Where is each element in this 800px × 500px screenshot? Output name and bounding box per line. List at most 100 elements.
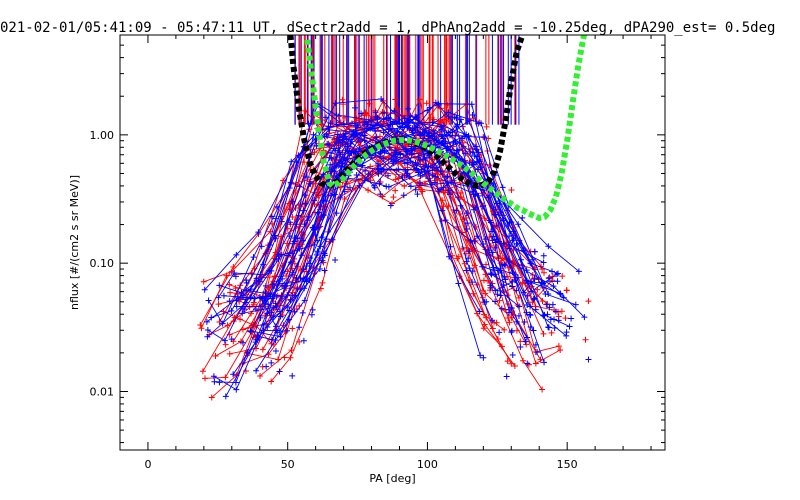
- flux-point-marker: [289, 198, 296, 205]
- flux-point-marker: [300, 337, 307, 344]
- flux-point-marker: [232, 379, 239, 386]
- flux-point-marker: [401, 183, 408, 190]
- flux-point-marker: [353, 130, 360, 137]
- flux-point-marker: [429, 172, 436, 179]
- flux-point-marker: [408, 151, 415, 158]
- flux-point-marker: [197, 322, 204, 329]
- flux-point-marker: [492, 244, 499, 251]
- flux-point-marker: [226, 298, 233, 305]
- flux-trace: [242, 117, 481, 356]
- flux-point-marker: [278, 293, 285, 300]
- flux-point-marker: [291, 238, 298, 245]
- flux-point-marker: [421, 180, 428, 187]
- flux-point-marker: [222, 393, 229, 400]
- flux-point-marker: [231, 270, 238, 277]
- flux-point-marker: [488, 219, 495, 226]
- flux-point-marker: [201, 375, 208, 382]
- flux-point-marker: [543, 301, 550, 308]
- flux-point-marker: [501, 326, 508, 333]
- flux-point-marker: [435, 137, 442, 144]
- flux-point-marker: [489, 249, 496, 256]
- flux-point-marker: [540, 252, 547, 259]
- flux-trace: [236, 122, 544, 307]
- flux-point-marker: [283, 327, 290, 334]
- flux-point-marker: [380, 155, 387, 162]
- flux-point-marker: [563, 287, 570, 294]
- flux-point-marker: [335, 139, 342, 146]
- flux-point-marker: [485, 194, 492, 201]
- flux-point-marker: [376, 158, 383, 165]
- flux-point-marker: [257, 271, 264, 278]
- flux-point-marker: [319, 279, 326, 286]
- flux-point-marker: [463, 225, 470, 232]
- flux-point-marker: [464, 236, 471, 243]
- flux-point-marker: [418, 166, 425, 173]
- flux-point-marker: [284, 291, 291, 298]
- flux-point-marker: [215, 301, 222, 308]
- flux-trace: [211, 117, 520, 318]
- flux-point-marker: [454, 255, 461, 262]
- flux-traces: [197, 95, 592, 401]
- flux-point-marker: [239, 339, 246, 346]
- flux-point-marker: [313, 251, 320, 258]
- flux-point-marker: [489, 325, 496, 332]
- flux-point-marker: [335, 162, 342, 169]
- flux-point-marker: [289, 372, 296, 379]
- flux-point-marker: [268, 267, 275, 274]
- flux-point-marker: [332, 257, 339, 264]
- flux-point-marker: [272, 235, 279, 242]
- flux-point-marker: [553, 271, 560, 278]
- flux-point-marker: [263, 363, 270, 370]
- flux-point-marker: [429, 164, 436, 171]
- flux-point-marker: [471, 152, 478, 159]
- flux-point-marker: [255, 229, 262, 236]
- flux-point-marker: [477, 352, 484, 359]
- flux-point-marker: [371, 184, 378, 191]
- flux-point-marker: [200, 278, 207, 285]
- flux-point-marker: [500, 240, 507, 247]
- flux-point-marker: [560, 294, 567, 301]
- flux-point-marker: [508, 186, 515, 193]
- flux-point-marker: [393, 158, 400, 165]
- flux-point-marker: [299, 309, 306, 316]
- flux-point-marker: [326, 126, 333, 133]
- flux-point-marker: [336, 149, 343, 156]
- axis-ticks: 0 50 100 150 0.01 0.10 1.00: [90, 34, 665, 471]
- flux-point-marker: [417, 173, 424, 180]
- flux-point-marker: [413, 165, 420, 172]
- flux-point-marker: [267, 293, 274, 300]
- flux-point-marker: [409, 127, 416, 134]
- flux-point-marker: [269, 281, 276, 288]
- flux-point-marker: [476, 308, 483, 315]
- flux-point-marker: [502, 262, 509, 269]
- flux-point-marker: [468, 101, 475, 108]
- flux-point-marker: [582, 336, 589, 343]
- flux-point-marker: [439, 197, 446, 204]
- flux-point-marker: [326, 142, 333, 149]
- flux-point-marker: [341, 195, 348, 202]
- flux-point-marker: [301, 297, 308, 304]
- flux-point-marker: [302, 107, 309, 114]
- flux-point-marker: [473, 146, 480, 153]
- flux-point-marker: [392, 96, 399, 103]
- flux-point-marker: [412, 159, 419, 166]
- flux-point-marker: [353, 115, 360, 122]
- flux-point-marker: [404, 159, 411, 166]
- flux-point-marker: [268, 309, 275, 316]
- flux-point-marker: [471, 238, 478, 245]
- flux-point-marker: [524, 277, 531, 284]
- plot-frame: [119, 34, 666, 451]
- flux-point-marker: [423, 100, 430, 107]
- flux-point-marker: [353, 171, 360, 178]
- flux-point-marker: [482, 261, 489, 268]
- flux-point-marker: [504, 358, 511, 365]
- flux-point-marker: [529, 299, 536, 306]
- flux-point-marker: [199, 368, 206, 375]
- flux-point-marker: [327, 161, 334, 168]
- flux-point-marker: [445, 109, 452, 116]
- flux-point-marker: [515, 312, 522, 319]
- flux-point-marker: [440, 135, 447, 142]
- flux-point-marker: [447, 243, 454, 250]
- flux-point-marker: [304, 217, 311, 224]
